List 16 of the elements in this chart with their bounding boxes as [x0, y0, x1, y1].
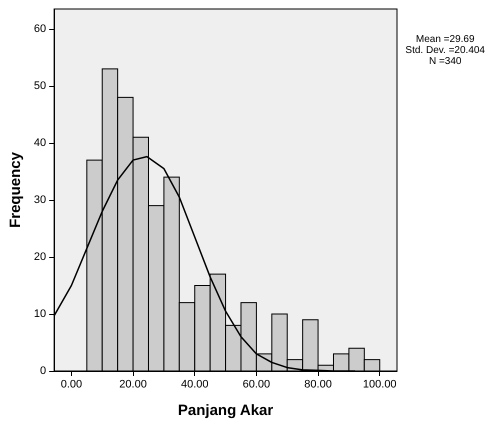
- y-tick-label: 20: [34, 250, 46, 263]
- x-tick-label: 20.00: [119, 378, 147, 390]
- x-tick-label: 60.00: [242, 378, 270, 390]
- y-tick-label: 10: [34, 308, 46, 320]
- x-tick-label: 100.00: [362, 378, 397, 390]
- text: Mean =29.69 Std. Dev. =20.404 N =340: [405, 34, 486, 67]
- y-tick-label: 60: [34, 22, 46, 35]
- x-tick-label: 40.00: [180, 378, 208, 390]
- y-tick-label: 40: [34, 136, 46, 149]
- x-tick-label: 0.00: [60, 378, 82, 390]
- y-tick-label: 50: [34, 80, 46, 92]
- x-tick-label: 80.00: [304, 378, 332, 390]
- y-tick-label: 30: [34, 194, 46, 206]
- y-tick-label: 0: [40, 365, 46, 377]
- y-axis-title: Frequency: [7, 151, 24, 228]
- x-axis-title: Panjang Akar: [178, 402, 274, 419]
